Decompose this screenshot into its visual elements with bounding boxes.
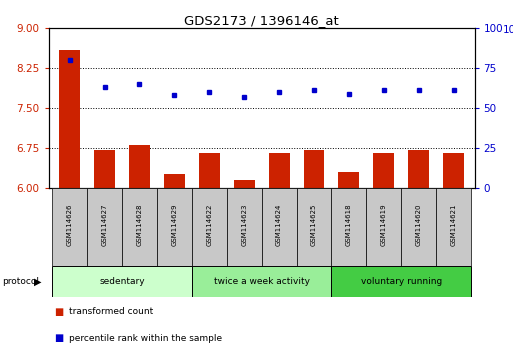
Text: GSM114626: GSM114626 bbox=[67, 204, 73, 246]
Title: GDS2173 / 1396146_at: GDS2173 / 1396146_at bbox=[184, 14, 339, 27]
Bar bbox=[234, 180, 254, 188]
Bar bbox=[122, 188, 157, 266]
Bar bbox=[94, 150, 115, 188]
Text: transformed count: transformed count bbox=[69, 307, 153, 316]
Text: sedentary: sedentary bbox=[99, 277, 145, 286]
Bar bbox=[164, 175, 185, 188]
Text: GSM114625: GSM114625 bbox=[311, 204, 317, 246]
Text: GSM114618: GSM114618 bbox=[346, 204, 352, 246]
Text: twice a week activity: twice a week activity bbox=[213, 277, 310, 286]
Text: protocol: protocol bbox=[3, 277, 40, 286]
Text: GSM114619: GSM114619 bbox=[381, 204, 387, 246]
Bar bbox=[192, 266, 331, 297]
Bar bbox=[52, 266, 192, 297]
Bar bbox=[373, 153, 394, 188]
Text: GSM114627: GSM114627 bbox=[102, 204, 108, 246]
Bar bbox=[262, 188, 297, 266]
Bar bbox=[331, 188, 366, 266]
Bar bbox=[199, 153, 220, 188]
Bar bbox=[87, 188, 122, 266]
Text: GSM114623: GSM114623 bbox=[241, 204, 247, 246]
Bar bbox=[59, 50, 80, 188]
Text: percentile rank within the sample: percentile rank within the sample bbox=[69, 333, 222, 343]
Bar bbox=[227, 188, 262, 266]
Y-axis label: 100%: 100% bbox=[502, 25, 513, 35]
Bar bbox=[269, 153, 289, 188]
Text: GSM114629: GSM114629 bbox=[171, 204, 177, 246]
Text: ■: ■ bbox=[54, 307, 63, 316]
Bar bbox=[401, 188, 436, 266]
Text: ▶: ▶ bbox=[33, 276, 41, 286]
Bar bbox=[52, 188, 87, 266]
Bar bbox=[304, 150, 324, 188]
Bar bbox=[297, 188, 331, 266]
Text: voluntary running: voluntary running bbox=[361, 277, 442, 286]
Bar bbox=[339, 172, 359, 188]
Text: GSM114624: GSM114624 bbox=[276, 204, 282, 246]
Text: GSM114622: GSM114622 bbox=[206, 204, 212, 246]
Text: ■: ■ bbox=[54, 333, 63, 343]
Text: GSM114620: GSM114620 bbox=[416, 204, 422, 246]
Bar bbox=[331, 266, 471, 297]
Bar bbox=[408, 150, 429, 188]
Text: GSM114621: GSM114621 bbox=[450, 204, 457, 246]
Text: GSM114628: GSM114628 bbox=[136, 204, 143, 246]
Bar bbox=[436, 188, 471, 266]
Bar bbox=[157, 188, 192, 266]
Bar bbox=[129, 145, 150, 188]
Bar bbox=[443, 153, 464, 188]
Bar bbox=[366, 188, 401, 266]
Bar bbox=[192, 188, 227, 266]
